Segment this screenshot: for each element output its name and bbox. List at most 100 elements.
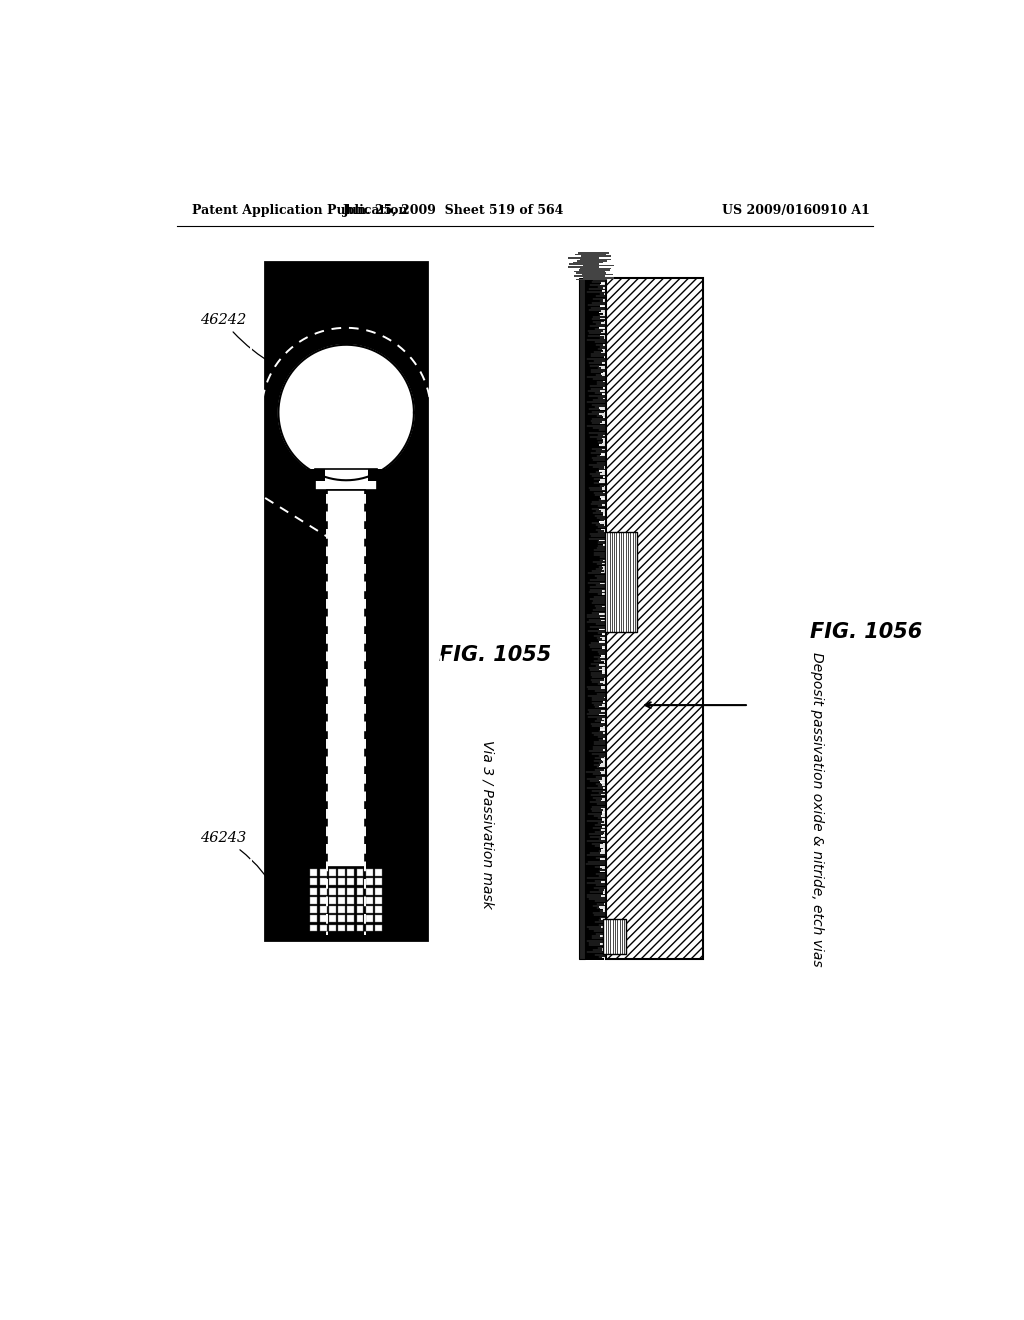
Bar (583, 503, 606, 504)
Bar (585, 314, 600, 317)
Bar (585, 845, 599, 846)
Bar (580, 880, 606, 882)
Bar (580, 360, 606, 363)
Bar (583, 483, 606, 484)
Bar (579, 754, 606, 755)
Bar (585, 752, 606, 754)
Bar (580, 589, 606, 590)
Bar (585, 873, 606, 874)
Bar (581, 795, 606, 797)
Bar (585, 326, 605, 327)
Bar (585, 862, 606, 863)
Bar (581, 774, 606, 775)
Bar (585, 508, 599, 511)
Bar (585, 942, 600, 945)
Bar (580, 624, 606, 626)
Bar (585, 590, 602, 591)
Text: FIG. 1056: FIG. 1056 (810, 622, 923, 642)
Bar (585, 298, 606, 300)
Bar (375, 896, 382, 904)
Bar (585, 391, 600, 392)
Bar (585, 323, 606, 326)
Bar (585, 312, 599, 313)
Bar (585, 516, 606, 517)
Bar (583, 557, 606, 558)
Bar (580, 269, 610, 271)
Bar (581, 433, 606, 434)
Bar (585, 566, 602, 568)
Bar (585, 587, 606, 589)
Bar (582, 723, 606, 725)
Bar (585, 331, 601, 333)
Bar (585, 363, 602, 364)
Bar (585, 428, 606, 429)
Bar (582, 644, 606, 645)
Bar (377, 469, 389, 483)
Bar (581, 603, 606, 605)
Bar (585, 705, 602, 706)
Bar (585, 904, 605, 906)
Bar (584, 869, 606, 871)
Bar (585, 829, 601, 830)
Bar (585, 950, 606, 952)
Bar (583, 913, 606, 915)
Bar (585, 318, 600, 319)
Bar (585, 846, 600, 847)
Bar (585, 673, 605, 675)
Bar (356, 887, 364, 895)
Bar (584, 692, 606, 693)
Bar (585, 675, 606, 677)
Bar (585, 375, 602, 376)
Bar (319, 896, 327, 904)
Bar (579, 543, 606, 544)
Bar (368, 469, 377, 480)
Bar (585, 432, 606, 433)
Bar (585, 434, 603, 437)
Bar (579, 627, 606, 628)
Bar (375, 924, 382, 932)
Bar (585, 498, 601, 499)
Bar (583, 581, 606, 582)
Bar (338, 887, 345, 895)
Bar (581, 450, 606, 451)
Bar (585, 424, 606, 425)
Bar (583, 702, 606, 705)
Bar (585, 457, 604, 458)
Bar (585, 915, 606, 917)
Bar (581, 256, 611, 257)
Bar (319, 869, 327, 876)
Bar (585, 502, 605, 503)
Bar (585, 850, 601, 853)
Bar (585, 721, 601, 723)
Bar (585, 949, 602, 950)
Bar (584, 598, 606, 599)
Bar (585, 697, 604, 698)
Bar (585, 479, 600, 480)
Bar (579, 341, 606, 342)
Bar (568, 263, 599, 264)
Bar (366, 906, 373, 913)
Bar (585, 321, 604, 322)
Bar (585, 623, 606, 624)
Bar (582, 954, 606, 956)
Bar (583, 342, 606, 345)
Text: 46242: 46242 (200, 313, 274, 364)
Bar (319, 878, 327, 886)
Bar (606, 277, 702, 960)
Bar (582, 484, 606, 486)
Bar (585, 772, 601, 774)
Bar (585, 523, 600, 524)
Bar (338, 869, 345, 876)
Bar (585, 614, 599, 615)
Bar (585, 755, 605, 756)
Bar (585, 284, 600, 285)
Bar (581, 894, 606, 895)
Bar (579, 807, 606, 808)
Bar (329, 878, 336, 886)
Bar (585, 727, 600, 729)
Bar (319, 915, 327, 923)
Bar (579, 379, 606, 381)
Bar (579, 252, 609, 253)
Bar (585, 822, 601, 825)
Bar (584, 333, 606, 335)
